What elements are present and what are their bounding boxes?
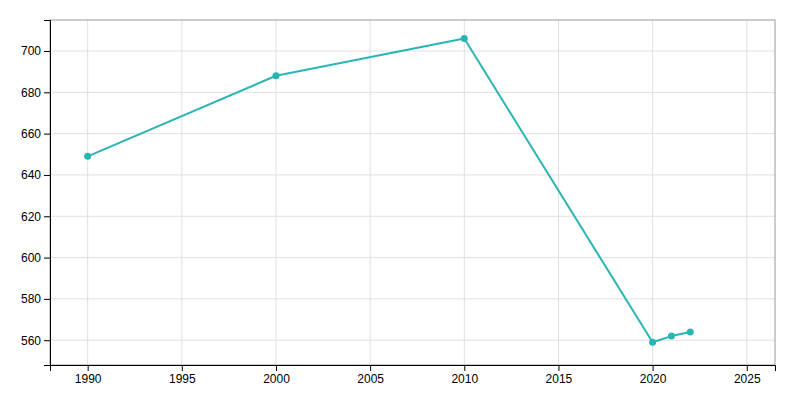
x-tick: 1995	[169, 365, 196, 386]
grid-line-x	[746, 20, 747, 365]
y-tick: 600	[21, 251, 50, 265]
y-tick-mark	[44, 134, 50, 135]
y-tick-label: 640	[21, 168, 41, 182]
y-tick-label: 560	[21, 334, 41, 348]
x-tick-label: 2000	[263, 372, 290, 386]
y-axis-line	[44, 21, 51, 366]
grid-line-y	[50, 298, 775, 299]
grid-line-y	[50, 50, 775, 51]
y-tick: 660	[21, 127, 50, 141]
grid-line-y	[50, 340, 775, 341]
x-tick-mark	[370, 365, 371, 371]
x-tick: 1990	[75, 365, 102, 386]
grid-line-y	[50, 257, 775, 258]
y-tick: 680	[21, 86, 50, 100]
y-tick-mark	[44, 175, 50, 176]
x-tick: 2025	[734, 365, 761, 386]
y-tick-label: 680	[21, 86, 41, 100]
y-axis: 560 580 600 620 640 660 680 700	[21, 21, 51, 366]
plot-frame	[50, 20, 775, 365]
y-tick: 700	[21, 44, 50, 58]
x-tick: 2005	[357, 365, 384, 386]
y-tick: 640	[21, 168, 50, 182]
point	[272, 72, 279, 79]
x-tick-mark	[182, 365, 183, 371]
x-tick-mark	[747, 365, 748, 371]
grid-line-y	[50, 92, 775, 93]
chart-container: 1990 1995 2000 2005 2010 2015 2020 2025 560 580 60…	[0, 0, 800, 400]
y-tick-label: 660	[21, 127, 41, 141]
y-tick-label: 700	[21, 44, 41, 58]
grid-line-x	[87, 20, 88, 365]
y-tick: 580	[21, 292, 50, 306]
y-tick-label: 600	[21, 251, 41, 265]
x-tick: 2010	[451, 365, 478, 386]
y-tick-mark	[44, 51, 50, 52]
grid-line-x	[370, 20, 371, 365]
point	[461, 35, 468, 42]
x-tick-mark	[88, 365, 89, 371]
x-tick-label: 1995	[169, 372, 196, 386]
y-tick-label: 620	[21, 210, 41, 224]
plot-area: 1990 1995 2000 2005 2010 2015 2020 2025 560 580 60…	[21, 20, 776, 386]
grid	[50, 20, 775, 365]
x-tick-label: 1990	[75, 372, 102, 386]
x-tick-label: 2005	[357, 372, 384, 386]
x-tick-mark	[276, 365, 277, 371]
grid-line-x	[652, 20, 653, 365]
y-tick: 620	[21, 210, 50, 224]
x-tick: 2020	[640, 365, 667, 386]
grid-line-y	[50, 216, 775, 217]
y-tick-mark	[44, 92, 50, 93]
y-tick-mark	[44, 340, 50, 341]
point	[668, 333, 675, 340]
marks	[84, 35, 694, 346]
point	[84, 153, 91, 160]
y-tick-mark	[44, 258, 50, 259]
x-tick-mark	[653, 365, 654, 371]
x-tick: 2000	[263, 365, 290, 386]
x-tick-mark	[558, 365, 559, 371]
grid-line-x	[181, 20, 182, 365]
grid-line-x	[464, 20, 465, 365]
x-tick-label: 2025	[734, 372, 761, 386]
x-tick-label: 2020	[640, 372, 667, 386]
point	[649, 339, 656, 346]
point	[687, 328, 694, 335]
chart-svg: 1990 1995 2000 2005 2010 2015 2020 2025 560 580 60…	[0, 0, 800, 400]
line	[88, 39, 691, 343]
grid-line-x	[275, 20, 276, 365]
grid-line-y	[50, 174, 775, 175]
x-tick-label: 2015	[546, 372, 573, 386]
y-tick-label: 580	[21, 292, 41, 306]
x-tick: 2015	[546, 365, 573, 386]
y-tick-mark	[44, 216, 50, 217]
x-axis-line	[51, 366, 776, 372]
x-tick-mark	[464, 365, 465, 371]
y-tick-mark	[44, 299, 50, 300]
x-tick-label: 2010	[451, 372, 478, 386]
grid-line-y	[50, 133, 775, 134]
y-tick: 560	[21, 334, 50, 348]
x-axis: 1990 1995 2000 2005 2010 2015 2020 2025	[51, 365, 776, 386]
